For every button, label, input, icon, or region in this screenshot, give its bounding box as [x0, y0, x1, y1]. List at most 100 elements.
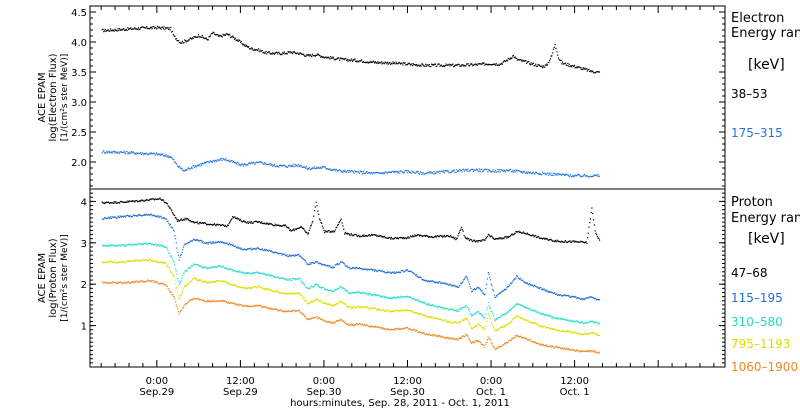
data-point	[358, 234, 360, 237]
data-point	[525, 62, 528, 65]
data-point	[224, 267, 226, 269]
data-point	[522, 172, 524, 174]
data-point	[387, 272, 389, 274]
data-point	[262, 163, 264, 165]
data-point	[365, 268, 367, 270]
data-point	[248, 287, 250, 289]
data-point	[114, 245, 116, 247]
data-point	[161, 199, 163, 201]
data-point	[222, 242, 224, 244]
data-point	[330, 289, 332, 291]
data-point	[517, 277, 519, 279]
data-point	[455, 339, 457, 341]
data-point	[504, 325, 506, 327]
data-point	[427, 281, 429, 283]
data-point	[202, 267, 204, 269]
data-point	[479, 240, 481, 242]
data-point	[513, 233, 515, 236]
data-point	[408, 296, 410, 298]
data-point	[131, 28, 133, 31]
data-point	[598, 351, 600, 353]
data-point	[462, 335, 464, 337]
data-point	[106, 30, 108, 32]
data-point	[103, 261, 105, 263]
data-point	[238, 247, 240, 249]
data-point	[451, 236, 453, 238]
data-point	[489, 170, 491, 172]
data-point	[368, 234, 370, 236]
data-point	[231, 36, 233, 38]
data-point	[151, 27, 153, 30]
data-point	[168, 155, 170, 157]
data-point	[364, 61, 366, 64]
data-point	[286, 254, 288, 256]
data-point	[544, 327, 547, 329]
data-point	[555, 293, 557, 295]
data-point	[229, 34, 231, 36]
data-point	[468, 239, 470, 242]
data-point	[480, 325, 482, 327]
data-point	[214, 160, 216, 162]
data-point	[499, 317, 501, 319]
data-point	[596, 235, 599, 238]
data-point	[286, 278, 288, 280]
data-point	[347, 169, 349, 172]
data-point	[580, 240, 583, 243]
data-point	[358, 323, 360, 325]
data-point	[157, 215, 159, 218]
data-point	[373, 269, 375, 271]
data-point	[140, 27, 142, 29]
data-point	[424, 315, 427, 317]
data-point	[179, 297, 181, 299]
data-point	[544, 66, 546, 68]
data-point	[343, 302, 345, 304]
data-point	[149, 214, 151, 216]
data-point	[343, 170, 345, 173]
data-point	[538, 64, 540, 66]
data-point	[363, 323, 365, 326]
data-point	[162, 262, 164, 264]
data-point	[348, 292, 350, 294]
data-point	[163, 246, 165, 248]
data-point	[556, 173, 558, 175]
data-point	[391, 329, 393, 331]
data-point	[212, 224, 214, 226]
data-point	[269, 52, 271, 54]
data-point	[146, 26, 148, 28]
data-point	[184, 243, 186, 245]
data-point	[437, 306, 439, 309]
data-point	[528, 234, 530, 236]
data-point	[160, 262, 162, 264]
data-point	[336, 303, 339, 305]
data-point	[578, 66, 580, 68]
data-point	[455, 309, 457, 311]
data-point	[394, 171, 396, 173]
data-point	[437, 63, 439, 65]
data-point	[160, 282, 162, 284]
data-point	[256, 221, 258, 223]
data-point	[303, 283, 305, 285]
data-point	[461, 171, 463, 173]
data-point	[586, 70, 588, 72]
data-point	[371, 294, 374, 297]
data-point	[304, 284, 306, 286]
data-point	[206, 281, 208, 283]
data-point	[212, 266, 215, 268]
data-point	[585, 350, 587, 353]
data-point	[551, 316, 553, 318]
data-point	[361, 267, 363, 270]
data-point	[534, 64, 536, 67]
data-point	[467, 307, 469, 309]
data-point	[562, 348, 564, 350]
data-point	[372, 307, 374, 310]
data-point	[477, 63, 479, 65]
data-point	[257, 272, 260, 274]
data-point	[531, 172, 533, 175]
data-point	[582, 175, 585, 177]
data-point	[496, 171, 498, 173]
data-point	[437, 235, 440, 237]
data-point	[398, 327, 400, 329]
data-point	[508, 58, 510, 60]
data-point	[413, 298, 415, 300]
data-point	[225, 225, 227, 227]
